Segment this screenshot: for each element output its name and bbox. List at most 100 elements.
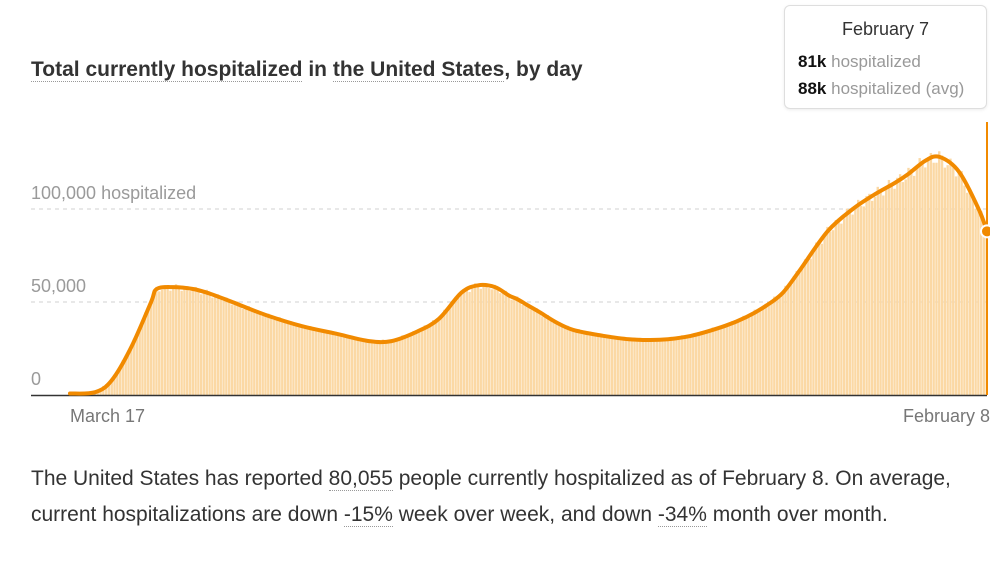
daily-bar bbox=[381, 339, 385, 395]
daily-bar bbox=[829, 231, 832, 395]
daily-bar bbox=[552, 322, 555, 395]
daily-bar bbox=[706, 332, 709, 395]
daily-bar bbox=[943, 167, 947, 395]
daily-bar bbox=[473, 283, 477, 395]
daily-bar bbox=[485, 283, 488, 395]
daily-bar bbox=[412, 330, 415, 395]
daily-bar bbox=[289, 321, 292, 395]
daily-bar bbox=[149, 304, 153, 395]
daily-bar bbox=[968, 188, 972, 395]
daily-bar bbox=[980, 211, 983, 395]
stat-month-change[interactable]: -34% bbox=[657, 503, 707, 527]
daily-bar bbox=[493, 284, 496, 395]
daily-bar bbox=[591, 334, 594, 395]
daily-bar bbox=[940, 155, 944, 395]
daily-bar bbox=[826, 226, 829, 395]
daily-bar bbox=[457, 297, 460, 395]
daily-bar bbox=[465, 288, 468, 395]
daily-bar bbox=[837, 218, 840, 395]
daily-bar bbox=[515, 296, 519, 395]
metric-selector[interactable]: Total currently hospitalized bbox=[31, 58, 303, 82]
daily-bar bbox=[197, 289, 200, 395]
daily-bar bbox=[180, 290, 183, 395]
daily-bar bbox=[605, 336, 608, 395]
daily-bar bbox=[655, 341, 659, 395]
daily-bar bbox=[613, 339, 617, 395]
daily-bar bbox=[834, 220, 838, 395]
daily-bar bbox=[560, 326, 564, 395]
daily-bar bbox=[708, 330, 712, 395]
daily-bar bbox=[141, 320, 144, 395]
daily-bar bbox=[507, 295, 510, 395]
daily-bar bbox=[683, 336, 687, 395]
daily-bar bbox=[876, 186, 879, 395]
daily-bar bbox=[817, 243, 821, 395]
daily-bar bbox=[311, 329, 315, 395]
daily-bar bbox=[297, 323, 301, 395]
summary-part: month over month. bbox=[706, 503, 888, 526]
stat-current-hospitalized[interactable]: 80,055 bbox=[328, 467, 393, 491]
daily-bar bbox=[845, 208, 849, 395]
daily-bar bbox=[303, 328, 306, 395]
daily-bar bbox=[879, 189, 882, 395]
daily-bar bbox=[328, 330, 331, 395]
daily-bar bbox=[904, 179, 907, 395]
daily-bar bbox=[912, 175, 916, 395]
daily-bar bbox=[309, 326, 312, 395]
daily-bar bbox=[353, 338, 357, 395]
daily-bar bbox=[678, 337, 681, 395]
daily-bar bbox=[599, 334, 603, 395]
daily-bar bbox=[208, 294, 211, 395]
daily-bar bbox=[608, 334, 611, 395]
daily-bar bbox=[823, 233, 826, 395]
daily-bar bbox=[429, 324, 432, 395]
daily-bar bbox=[250, 310, 253, 395]
daily-bar bbox=[387, 342, 390, 395]
daily-bar bbox=[437, 320, 441, 395]
daily-bar bbox=[960, 171, 963, 395]
daily-bar bbox=[118, 366, 122, 395]
daily-bar bbox=[815, 242, 818, 395]
daily-bar bbox=[177, 288, 181, 395]
daily-bar bbox=[546, 315, 550, 395]
daily-bar bbox=[966, 192, 969, 395]
daily-bar bbox=[267, 313, 270, 395]
daily-bar bbox=[644, 341, 647, 395]
daily-bar bbox=[281, 321, 284, 395]
daily-bar bbox=[680, 335, 684, 395]
daily-bar bbox=[700, 331, 703, 395]
daily-bar bbox=[801, 268, 804, 395]
daily-bar bbox=[513, 297, 516, 395]
daily-bar bbox=[806, 256, 810, 395]
daily-bar bbox=[124, 355, 127, 395]
daily-bar bbox=[717, 329, 720, 395]
daily-bar bbox=[918, 158, 921, 395]
daily-bar bbox=[949, 158, 952, 395]
daily-bar bbox=[247, 306, 250, 395]
stat-week-change[interactable]: -15% bbox=[343, 503, 393, 527]
summary-text: The United States has reported 80,055 pe… bbox=[31, 461, 986, 533]
daily-bar bbox=[549, 319, 552, 395]
daily-bar bbox=[971, 194, 974, 395]
daily-bar bbox=[264, 315, 267, 395]
daily-bar bbox=[594, 335, 597, 395]
daily-bar bbox=[580, 331, 583, 395]
daily-bar bbox=[155, 286, 158, 395]
daily-bar bbox=[384, 341, 387, 395]
daily-bar bbox=[292, 325, 295, 395]
daily-bar bbox=[336, 334, 340, 395]
daily-bar bbox=[862, 206, 865, 395]
daily-bar bbox=[692, 333, 695, 395]
daily-bar bbox=[666, 339, 670, 395]
daily-bar bbox=[619, 336, 622, 395]
daily-bar bbox=[812, 251, 815, 395]
highlight-point[interactable] bbox=[980, 224, 990, 239]
daily-bar bbox=[529, 309, 533, 395]
daily-bar bbox=[314, 331, 318, 395]
daily-bar bbox=[253, 312, 256, 395]
daily-bar bbox=[616, 337, 619, 395]
daily-bar bbox=[848, 211, 851, 395]
daily-bar bbox=[487, 288, 491, 395]
region-selector[interactable]: the United States bbox=[332, 58, 505, 82]
